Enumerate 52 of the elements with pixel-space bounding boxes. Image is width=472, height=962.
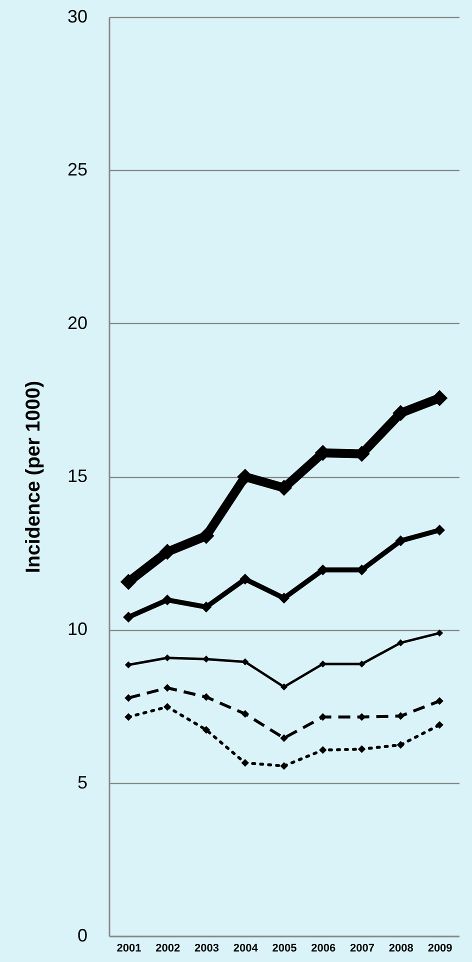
point — [124, 694, 132, 702]
point — [278, 592, 290, 604]
x-tick-label: 2007 — [350, 942, 375, 954]
point — [280, 683, 288, 690]
point — [319, 660, 326, 668]
point — [436, 630, 444, 637]
point — [241, 710, 249, 718]
point — [164, 654, 171, 662]
y-tick-label: 10 — [67, 619, 88, 640]
point — [124, 713, 132, 721]
y-tick-label: 30 — [67, 6, 88, 26]
point — [120, 574, 137, 590]
point — [163, 702, 172, 711]
y-tick-label: 5 — [77, 772, 88, 792]
point — [240, 574, 251, 585]
x-tick-label: 2001 — [116, 942, 142, 954]
point — [436, 697, 444, 705]
point — [397, 639, 404, 646]
point — [319, 746, 327, 754]
point — [434, 524, 446, 536]
point — [280, 734, 288, 742]
point — [202, 726, 210, 734]
point — [358, 660, 366, 668]
point — [163, 684, 172, 692]
point — [162, 594, 173, 606]
y-tick-label: 0 — [77, 926, 88, 946]
point — [396, 712, 405, 720]
point — [159, 544, 176, 560]
y-tick-label: 20 — [67, 312, 88, 333]
point — [396, 740, 405, 749]
point — [202, 656, 210, 663]
point — [241, 759, 249, 767]
point — [395, 535, 406, 546]
x-tick-label: 2004 — [233, 942, 259, 954]
point — [200, 602, 212, 612]
x-tick-label: 2002 — [156, 942, 180, 954]
x-tick-label: 2009 — [428, 942, 452, 954]
point — [358, 745, 366, 754]
x-tick-label: 2005 — [272, 942, 297, 954]
y-axis-title: Incidence (per 1000) — [22, 380, 44, 574]
point — [122, 612, 134, 623]
y-tick-label: 25 — [67, 160, 88, 180]
x-tick-label: 2006 — [311, 942, 336, 954]
point — [280, 762, 288, 770]
point — [198, 528, 214, 544]
y-tick-label: 15 — [67, 466, 88, 486]
point — [242, 658, 249, 666]
point — [436, 721, 444, 729]
point — [124, 661, 132, 668]
x-tick-label: 2003 — [194, 942, 219, 954]
point — [202, 693, 210, 701]
x-tick-label: 2008 — [388, 942, 414, 954]
